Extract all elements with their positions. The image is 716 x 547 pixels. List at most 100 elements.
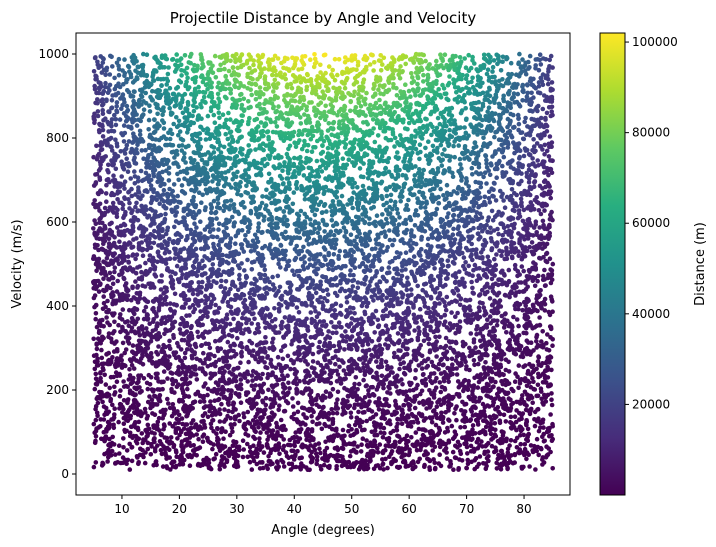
data-point <box>443 410 449 415</box>
data-point <box>470 172 475 177</box>
data-point <box>356 207 361 212</box>
data-point <box>327 465 332 471</box>
data-point <box>210 262 216 267</box>
data-point <box>363 461 368 467</box>
data-point <box>260 194 265 199</box>
data-point <box>107 385 112 391</box>
data-point <box>324 209 329 214</box>
data-point <box>509 187 515 192</box>
data-point <box>352 402 358 408</box>
data-point <box>205 113 211 119</box>
data-point <box>123 347 129 352</box>
data-point <box>482 451 487 457</box>
data-point <box>272 84 277 90</box>
data-point <box>383 359 389 365</box>
data-point <box>93 460 99 465</box>
data-point <box>392 144 397 149</box>
data-point <box>265 161 270 167</box>
data-point <box>310 359 316 364</box>
data-point <box>93 371 99 377</box>
data-point <box>426 161 432 166</box>
data-point <box>541 425 546 430</box>
data-point <box>413 278 418 284</box>
data-point <box>256 221 262 226</box>
data-point <box>141 107 147 112</box>
data-point <box>325 365 330 370</box>
data-point <box>343 136 349 142</box>
data-point <box>296 273 302 279</box>
data-point <box>178 80 184 85</box>
data-point <box>400 382 405 387</box>
data-point <box>348 415 354 420</box>
data-point <box>336 320 342 326</box>
data-point <box>510 95 515 100</box>
data-point <box>192 221 197 226</box>
data-point <box>287 386 292 391</box>
data-point <box>471 358 477 363</box>
data-point <box>107 88 112 93</box>
data-point <box>357 166 363 171</box>
data-point <box>468 207 473 213</box>
data-point <box>401 221 406 226</box>
data-point <box>145 446 151 452</box>
data-point <box>272 306 277 311</box>
data-point <box>122 228 127 234</box>
data-point <box>412 139 418 145</box>
data-point <box>481 135 486 141</box>
data-point <box>427 324 433 330</box>
data-point <box>321 462 327 468</box>
data-point <box>127 206 132 211</box>
data-point <box>132 169 137 174</box>
data-point <box>219 278 224 284</box>
data-point <box>431 363 436 369</box>
data-point <box>404 443 410 449</box>
data-point <box>392 350 397 356</box>
data-point <box>134 123 140 128</box>
data-point <box>352 440 357 446</box>
data-point <box>92 386 98 392</box>
data-point <box>240 345 245 350</box>
data-point <box>103 405 109 411</box>
data-point <box>534 436 540 442</box>
data-point <box>523 115 528 121</box>
data-point <box>417 142 423 147</box>
data-point <box>454 366 459 371</box>
data-point <box>127 467 133 472</box>
data-point <box>259 160 264 166</box>
data-point <box>194 377 200 382</box>
data-point <box>359 442 364 448</box>
data-point <box>308 165 314 171</box>
data-point <box>194 273 200 279</box>
data-point <box>93 316 98 322</box>
data-point <box>272 120 278 125</box>
data-point <box>480 388 486 394</box>
data-point <box>490 193 495 199</box>
data-point <box>415 382 420 388</box>
data-point <box>237 276 242 282</box>
data-point <box>216 110 222 115</box>
data-point <box>288 296 294 302</box>
data-point <box>397 215 402 220</box>
data-point <box>531 184 537 190</box>
data-point <box>151 143 157 148</box>
data-point <box>470 54 475 60</box>
data-point <box>516 253 521 259</box>
data-point <box>450 449 456 455</box>
data-point <box>466 263 472 269</box>
data-point <box>536 428 542 434</box>
data-point <box>98 147 104 153</box>
data-point <box>374 213 380 218</box>
data-point <box>377 442 383 447</box>
data-point <box>453 330 458 336</box>
data-point <box>231 202 237 207</box>
data-point <box>540 462 545 467</box>
data-point <box>182 355 188 361</box>
data-point <box>122 233 127 238</box>
data-point <box>195 329 200 335</box>
data-point <box>308 57 313 62</box>
data-point <box>194 225 199 230</box>
data-point <box>200 192 205 198</box>
data-point <box>331 119 337 125</box>
data-point <box>527 53 533 59</box>
